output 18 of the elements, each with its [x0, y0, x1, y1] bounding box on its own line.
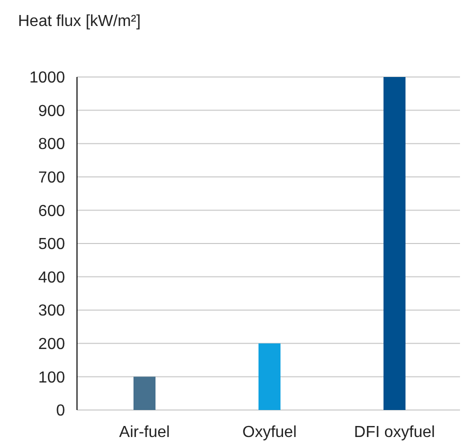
y-tick-label: 700: [38, 170, 66, 186]
x-tick-label: Air-fuel: [119, 424, 170, 441]
bar: [134, 376, 156, 410]
y-tick-label: 100: [38, 369, 66, 386]
y-tick-label: 600: [38, 202, 66, 220]
y-tick-label: 200: [38, 336, 66, 353]
y-tick-label: 400: [38, 269, 66, 286]
bar: [258, 343, 280, 410]
y-tick-label: 500: [38, 236, 66, 254]
y-tick-label: 1000: [29, 70, 66, 87]
bar: [384, 77, 406, 410]
y-tick-label: 0: [56, 402, 66, 420]
y-tick-label: 300: [38, 302, 66, 320]
y-tick-label: 900: [38, 102, 66, 120]
x-tick-label: DFI oxyfuel: [354, 424, 435, 441]
y-tick-label: 800: [38, 136, 66, 154]
y-axis-title: Heat flux [kW/m²]: [18, 13, 141, 30]
x-tick-label: Oxyfuel: [242, 424, 297, 441]
